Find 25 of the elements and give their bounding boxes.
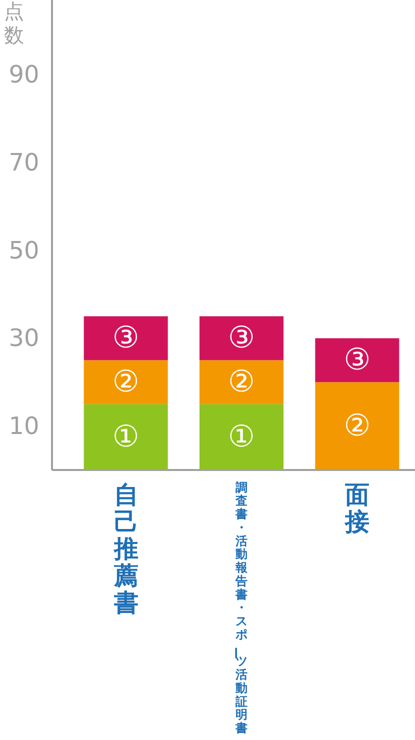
y-tick-label: 90 [8,60,40,89]
series-label: ③ [112,320,140,356]
bar [200,360,284,404]
bar [84,360,168,404]
y-tick-label: 50 [8,236,40,264]
text: ② [228,364,255,400]
bar [200,316,284,360]
bar [84,316,168,360]
y-tick-label: 30 [8,324,40,352]
text: ① [228,420,255,455]
bar [84,404,168,470]
x-tick-label: 面接 [344,480,370,536]
bar [315,338,400,382]
text: ③ [228,320,255,356]
category-label: 調査書・活動報告書・スポーツ活動証明書 [228,480,248,735]
text: ② [344,408,371,444]
y-tick-label: 10 [8,412,40,440]
bar [315,382,400,470]
x-tick-label: 自己推薦書 [112,480,138,617]
series-label: ① [112,420,140,455]
bar [200,404,284,470]
series-label: ② [112,364,140,400]
text: ③ [344,342,371,378]
y-tick-label: 70 [8,148,40,177]
y-axis-title: 点数 [4,0,24,47]
